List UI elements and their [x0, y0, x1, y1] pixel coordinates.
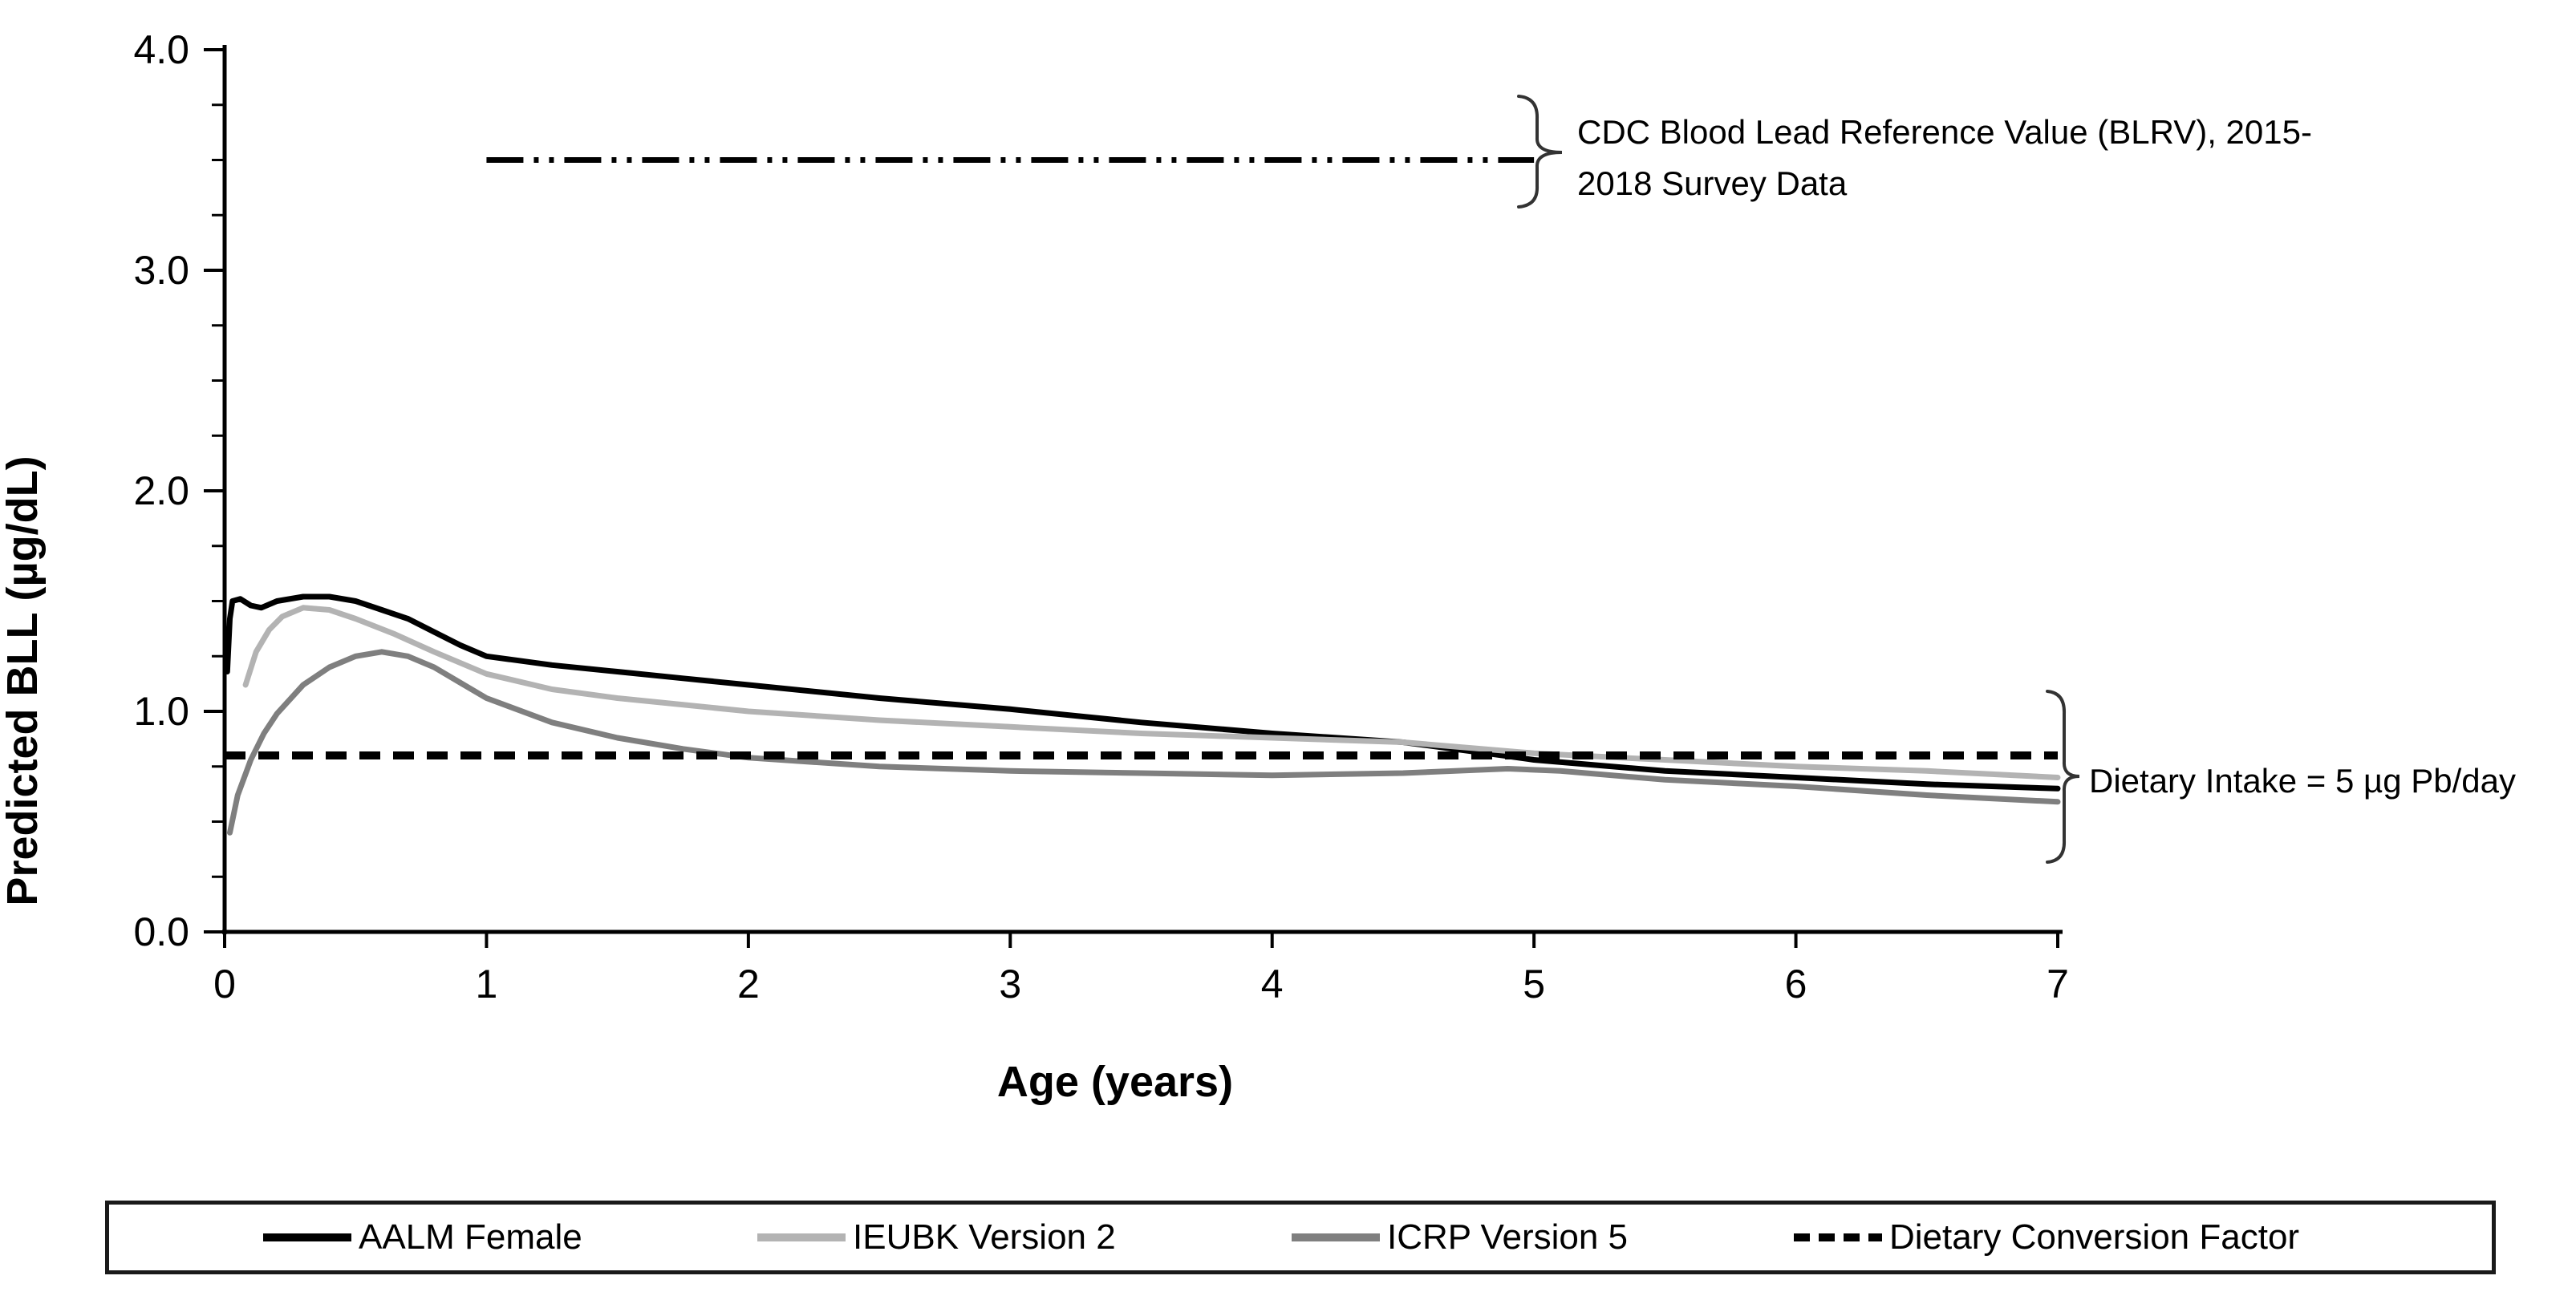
x-tick-label: 2	[737, 962, 760, 1006]
x-tick-label: 6	[1785, 962, 1807, 1006]
legend-swatch-dashed-black	[1794, 1233, 1882, 1241]
x-tick-label: 5	[1523, 962, 1545, 1006]
y-tick-label: 1.0	[133, 689, 189, 734]
legend-label: Dietary Conversion Factor	[1889, 1217, 2300, 1257]
legend-item-ieubk-version-2: IEUBK Version 2	[757, 1205, 1116, 1270]
x-tick-label: 7	[2047, 962, 2069, 1006]
y-tick-label: 0.0	[133, 909, 189, 954]
legend-label: AALM Female	[359, 1217, 582, 1257]
legend-swatch-solid-black	[263, 1233, 351, 1241]
legend-swatch-solid-gray	[1292, 1233, 1380, 1241]
series-icrp-version-5	[227, 649, 2061, 836]
legend-label: IEUBK Version 2	[853, 1217, 1116, 1257]
legend: AALM Female IEUBK Version 2 ICRP Version…	[105, 1201, 2496, 1274]
dietary-annotation: Dietary Intake = 5 µg Pb/day	[2089, 762, 2516, 800]
legend-item-dietary-conversion-factor: Dietary Conversion Factor	[1793, 1205, 2299, 1270]
cdc-annotation-line1: CDC Blood Lead Reference Value (BLRV), 2…	[1577, 113, 2312, 151]
x-axis-title: Age (years)	[996, 1058, 1234, 1106]
legend-item-icrp-version-5: ICRP Version 5	[1291, 1205, 1628, 1270]
x-tick-label: 3	[999, 962, 1021, 1006]
legend-item-aalm-female: AALM Female	[262, 1205, 582, 1270]
y-tick-label: 2.0	[133, 468, 189, 513]
x-tick-label: 4	[1261, 962, 1284, 1006]
y-tick-label: 3.0	[133, 248, 189, 293]
legend-swatch-solid-lightgray	[757, 1233, 846, 1241]
y-axis-title: Predicted BLL (µg/dL)	[0, 456, 47, 906]
x-tick-label: 0	[213, 962, 236, 1006]
x-tick-label: 1	[476, 962, 498, 1006]
series-aalm-female	[224, 593, 2061, 792]
cdc-brace	[1517, 95, 1563, 209]
cdc-annotation-line2: 2018 Survey Data	[1577, 164, 1848, 202]
dietary-brace	[2046, 690, 2080, 864]
legend-label: ICRP Version 5	[1387, 1217, 1629, 1257]
cdc-annotation: CDC Blood Lead Reference Value (BLRV), 2…	[1577, 107, 2460, 209]
y-tick-label: 4.0	[133, 27, 189, 72]
